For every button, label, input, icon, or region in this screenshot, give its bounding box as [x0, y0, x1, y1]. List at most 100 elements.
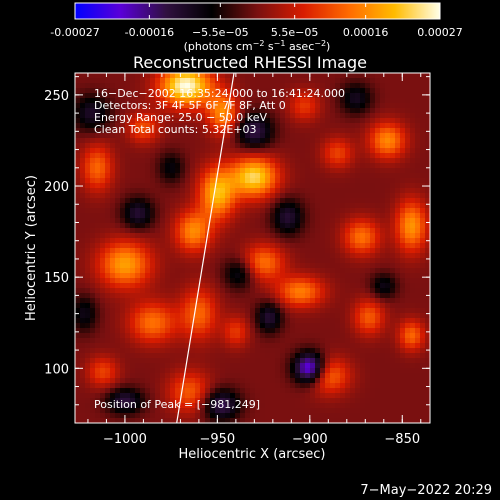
heatmap-cell — [315, 348, 321, 354]
heatmap-cell — [150, 178, 156, 184]
heatmap-cell — [175, 393, 181, 399]
heatmap-cell — [255, 363, 261, 369]
heatmap-cell — [300, 228, 306, 234]
heatmap-cell — [315, 153, 321, 159]
heatmap-cell — [390, 243, 396, 249]
heatmap-cell — [270, 143, 276, 149]
heatmap-cell — [305, 413, 311, 419]
heatmap-cell — [200, 333, 206, 339]
heatmap-cell — [325, 83, 331, 89]
heatmap-cell — [160, 243, 166, 249]
heatmap-cell — [220, 358, 226, 364]
heatmap-cell — [165, 223, 171, 229]
heatmap-cell — [315, 298, 321, 304]
heatmap-cell — [415, 383, 421, 389]
heatmap-cell — [210, 393, 216, 399]
heatmap-cell — [115, 78, 121, 84]
heatmap-cell — [145, 363, 151, 369]
heatmap-cell — [95, 238, 101, 244]
heatmap-cell — [215, 253, 221, 259]
heatmap-cell — [85, 298, 91, 304]
heatmap-cell — [75, 413, 81, 419]
heatmap-cell — [345, 398, 351, 404]
heatmap-cell — [335, 108, 341, 114]
heatmap-cell — [330, 123, 336, 129]
heatmap-cell — [250, 318, 256, 324]
heatmap-cell — [320, 208, 326, 214]
heatmap-cell — [115, 418, 121, 423]
heatmap-cell — [275, 353, 281, 359]
heatmap-cell — [230, 293, 236, 299]
heatmap-cell — [85, 408, 91, 414]
heatmap-cell — [330, 183, 336, 189]
heatmap-cell — [250, 133, 256, 139]
heatmap-cell — [210, 263, 216, 269]
heatmap-cell — [205, 338, 211, 344]
heatmap-cell — [425, 393, 430, 399]
heatmap-cell — [175, 313, 181, 319]
heatmap-cell — [120, 153, 126, 159]
heatmap-cell — [390, 173, 396, 179]
heatmap-cell — [195, 353, 201, 359]
heatmap-cell — [85, 183, 91, 189]
heatmap-cell — [335, 383, 341, 389]
heatmap-cell — [135, 108, 141, 114]
heatmap-cell — [180, 323, 186, 329]
heatmap-cell — [400, 318, 406, 324]
heatmap-cell — [165, 98, 171, 104]
heatmap-cell — [130, 318, 136, 324]
heatmap-cell — [280, 93, 286, 99]
heatmap-cell — [265, 108, 271, 114]
heatmap-cell — [310, 163, 316, 169]
heatmap-cell — [180, 203, 186, 209]
heatmap-cell — [250, 118, 256, 124]
heatmap-cell — [320, 298, 326, 304]
heatmap-cell — [255, 368, 261, 374]
heatmap-cell — [140, 293, 146, 299]
heatmap-cell — [120, 338, 126, 344]
heatmap-cell — [150, 73, 156, 79]
heatmap-cell — [115, 238, 121, 244]
heatmap-cell — [180, 78, 186, 84]
heatmap-cell — [265, 288, 271, 294]
heatmap-cell — [290, 348, 296, 354]
heatmap-cell — [115, 73, 121, 79]
heatmap-cell — [425, 168, 430, 174]
heatmap-cell — [380, 398, 386, 404]
heatmap-cell — [155, 128, 161, 134]
heatmap-cell — [80, 298, 86, 304]
heatmap-cell — [95, 213, 101, 219]
heatmap-cell — [385, 363, 391, 369]
heatmap-cell — [300, 143, 306, 149]
heatmap-cell — [260, 143, 266, 149]
heatmap-cell — [280, 368, 286, 374]
heatmap-cell — [280, 378, 286, 384]
heatmap-cell — [210, 318, 216, 324]
heatmap-cell — [110, 358, 116, 364]
heatmap-cell — [110, 298, 116, 304]
heatmap-cell — [225, 333, 231, 339]
heatmap-cell — [355, 388, 361, 394]
heatmap-cell — [310, 378, 316, 384]
heatmap-cell — [90, 233, 96, 239]
heatmap-cell — [125, 213, 131, 219]
heatmap-cell — [110, 128, 116, 134]
heatmap-cell — [355, 283, 361, 289]
heatmap-cell — [395, 383, 401, 389]
heatmap-cell — [295, 418, 301, 423]
heatmap-cell — [355, 178, 361, 184]
heatmap-cell — [225, 193, 231, 199]
heatmap-cell — [295, 203, 301, 209]
heatmap-cell — [270, 318, 276, 324]
heatmap-cell — [140, 263, 146, 269]
heatmap-cell — [350, 208, 356, 214]
heatmap-cell — [75, 258, 81, 264]
heatmap-cell — [410, 103, 416, 109]
heatmap-cell — [175, 348, 181, 354]
heatmap-cell — [105, 343, 111, 349]
heatmap-cell — [270, 248, 276, 254]
heatmap-cell — [80, 303, 86, 309]
heatmap-cell — [290, 123, 296, 129]
heatmap-cell — [400, 278, 406, 284]
heatmap-cell — [380, 158, 386, 164]
